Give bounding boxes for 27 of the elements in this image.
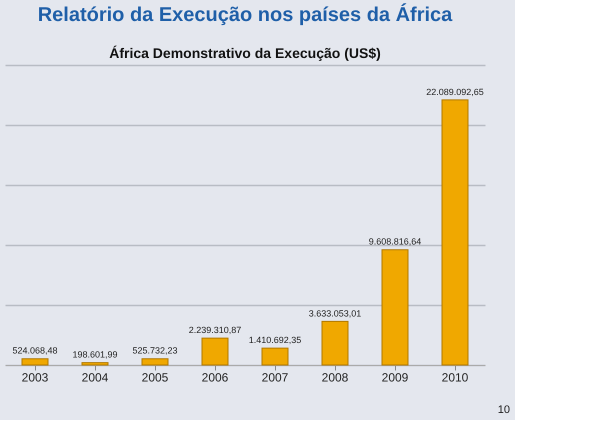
bar: [382, 249, 408, 366]
x-tick-label: 2009: [382, 370, 409, 384]
chart-subtitle: África Demonstrativo da Execução (US$): [109, 45, 381, 61]
bar: [322, 320, 348, 366]
data-label: 198.601,99: [72, 350, 118, 360]
data-label: 1.410.692,35: [248, 335, 302, 346]
data-label: 9.608.816,64: [368, 236, 422, 247]
bar: [142, 358, 168, 366]
bar: [442, 99, 468, 366]
bar: [262, 348, 288, 366]
data-label: 3.633.053,01: [308, 308, 362, 318]
data-label: 2.239.310,87: [188, 325, 242, 336]
x-tick-label: 2003: [22, 370, 49, 384]
chart-title: Relatório da Execução nos países da África: [38, 3, 454, 26]
bar: [82, 362, 108, 366]
bar: [22, 358, 48, 366]
x-tick-label: 2008: [322, 370, 349, 384]
x-tick-label: 2004: [82, 370, 109, 384]
x-tick-label: 2006: [202, 370, 229, 384]
data-label: 22.089.092,65: [426, 86, 484, 97]
data-label: 525.732,23: [132, 346, 178, 356]
bar: [202, 338, 228, 366]
text: 10: [498, 404, 510, 416]
x-tick-label: 2007: [262, 370, 289, 384]
x-tick-label: 2010: [442, 370, 469, 384]
data-label: 524.068,48: [12, 346, 58, 356]
x-tick-label: 2005: [142, 370, 169, 384]
